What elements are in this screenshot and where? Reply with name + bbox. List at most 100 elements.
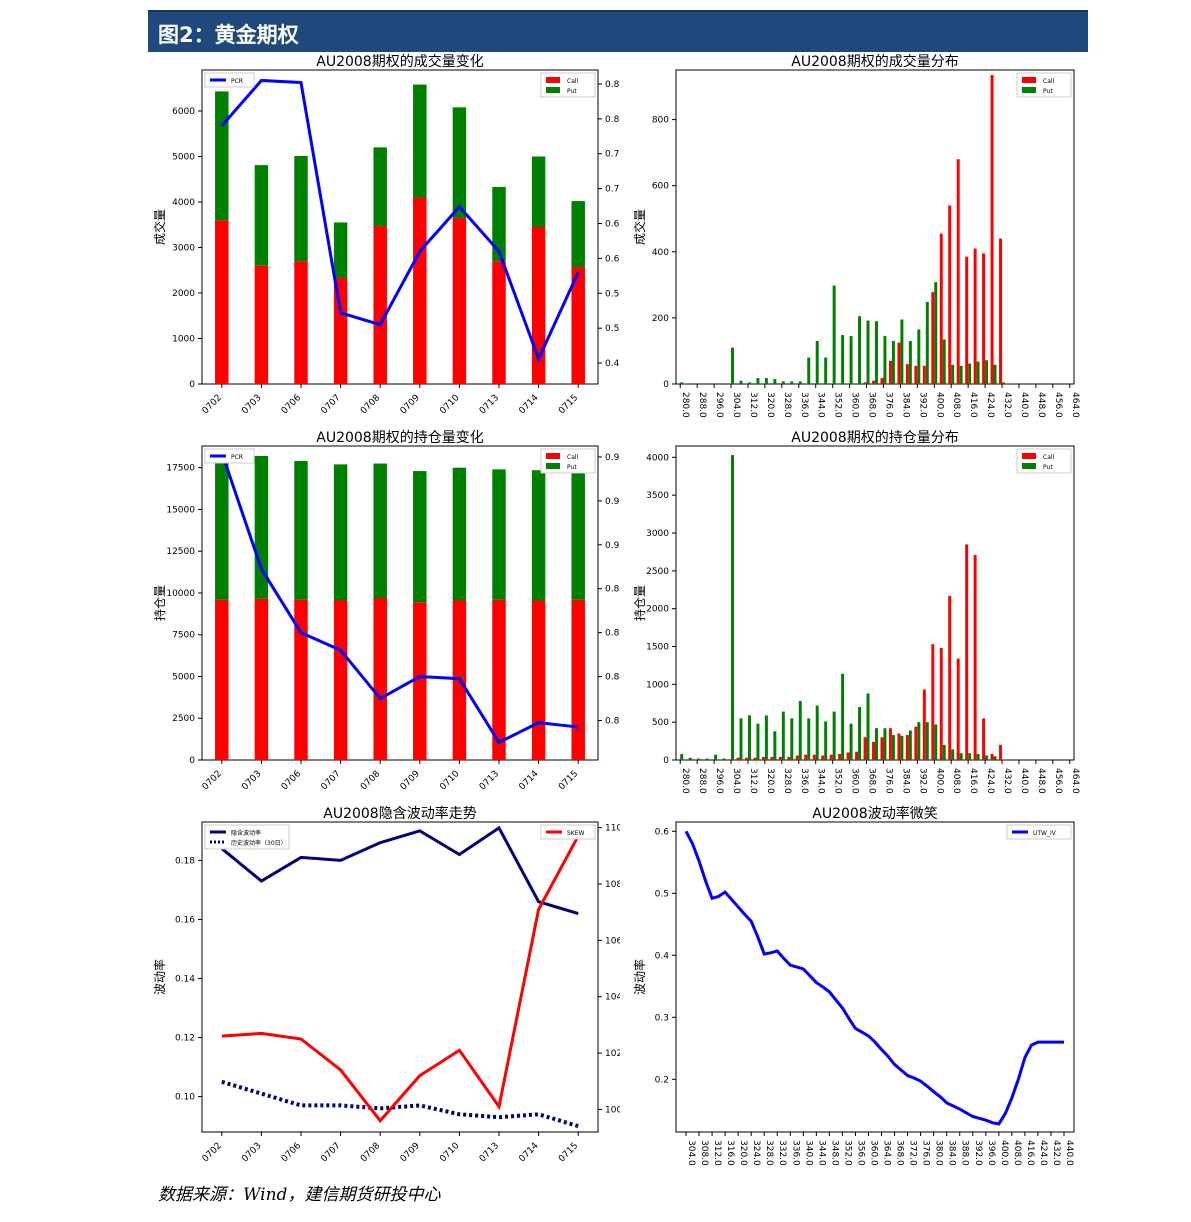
bar-put (883, 336, 887, 384)
x-tick-label: 360.0 (868, 1140, 878, 1166)
bar-call (905, 364, 909, 384)
y2-tick-label: 0.94 (605, 453, 620, 463)
x-tick-label: 440.0 (1019, 768, 1029, 794)
legend-label: Call (1043, 454, 1055, 461)
bar-put (731, 347, 735, 384)
bar-put (781, 711, 785, 760)
series-line (684, 830, 1064, 1126)
y-axis-label: 持仓量 (152, 585, 167, 621)
bar-call (333, 277, 348, 384)
bar-call (905, 735, 909, 760)
x-tick-label: 400.0 (934, 768, 944, 794)
x-tick-label: 364.0 (882, 1140, 892, 1166)
x-tick-label: 456.0 (1053, 768, 1063, 794)
bar-put (866, 693, 870, 760)
bar-put (731, 455, 735, 760)
x-tick-label: 280.0 (680, 768, 690, 794)
bar-call (880, 378, 884, 384)
x-tick-label: 360.0 (850, 768, 860, 794)
bar-call (812, 754, 816, 760)
bar-put (942, 744, 946, 760)
bar-put (756, 723, 760, 760)
legend-label: Call (567, 454, 579, 461)
bar-put (739, 380, 743, 384)
series-line-pcr (220, 78, 580, 363)
bar-put (917, 329, 921, 384)
y2-tick-label: 108 (605, 880, 620, 890)
y2-tick-label: 0.85 (605, 80, 620, 90)
bar-call (863, 737, 867, 760)
legend-swatch (1022, 453, 1036, 459)
data-source-note: 数据来源：Wind，建信期货研投中心 (158, 1185, 441, 1205)
x-tick-label: 0714 (517, 769, 540, 792)
x-tick-label: 416.0 (968, 392, 978, 418)
bar-call (373, 597, 387, 760)
bar-put (815, 341, 819, 384)
plot-frame (201, 445, 599, 761)
bar-put (571, 470, 585, 600)
bar-put (858, 316, 862, 384)
x-tick-label: 0709 (399, 769, 422, 792)
bar-call (254, 598, 269, 760)
bar-put (985, 755, 989, 760)
bar-put (798, 381, 802, 384)
y-tick-label: 3500 (646, 491, 669, 501)
bar-call (333, 600, 348, 760)
bar-call (254, 265, 269, 384)
legend-label: 历史波动率（30日） (231, 839, 287, 847)
legend-label: UTW_IV (1033, 830, 1057, 837)
bar-put (764, 715, 768, 760)
bar-call (778, 756, 782, 760)
x-tick-label: 352.0 (842, 1140, 852, 1166)
bar-call (914, 365, 918, 384)
y2-tick-label: 0.88 (605, 585, 620, 595)
x-tick-label: 0707 (319, 1141, 342, 1164)
bar-put (294, 156, 308, 262)
bar-put (959, 753, 963, 760)
x-tick-label: 352.0 (833, 392, 843, 418)
y2-tick-label: 0.65 (605, 220, 620, 230)
y-axis-label: 持仓量 (632, 585, 647, 621)
bar-put (824, 357, 828, 384)
x-tick-label: 400.0 (999, 1140, 1009, 1166)
x-tick-label: 360.0 (850, 392, 860, 418)
bar-put (891, 341, 895, 384)
legend-swatch (1022, 87, 1036, 93)
y-tick-label: 10000 (166, 589, 195, 599)
legend-label: Call (567, 78, 579, 85)
bar-put (925, 302, 929, 384)
chart-open-interest-change: AU2008期权的持仓量变化 0 2500 5000 7500 10000 12500 150… (152, 430, 620, 792)
bar-put (807, 357, 811, 384)
bar-put (976, 361, 980, 384)
bar-call (829, 754, 833, 760)
x-tick-label: 392.0 (917, 392, 927, 418)
bar-put (413, 84, 427, 198)
y-tick-label: 0.10 (175, 1093, 195, 1103)
x-tick-label: 0710 (438, 393, 461, 416)
x-tick-label: 344.0 (816, 1140, 826, 1166)
bar-call (795, 755, 799, 760)
bar-put (747, 715, 751, 760)
chart-volume-distribution: AU2008期权的成交量分布 0 200 400 600 800 成交量 280.0 288.0… (632, 53, 1080, 418)
x-tick-label: 280.0 (680, 392, 690, 418)
x-tick-label: 464.0 (1070, 768, 1080, 794)
bar-put (934, 724, 938, 760)
x-tick-label: 416.0 (968, 768, 978, 794)
chart-volume-change: AU2008期权的成交量变化 0 1000 2000 3000 4000 5000 6000 成… (152, 53, 620, 416)
y-tick-label: 6000 (172, 107, 195, 117)
x-tick-label: 0714 (517, 1141, 540, 1164)
bar-put (492, 469, 506, 600)
bar-put (832, 711, 836, 760)
x-tick-label: 392.0 (973, 1140, 983, 1166)
x-tick-label: 0708 (359, 769, 382, 792)
bar-call (492, 261, 506, 384)
bar-put (697, 758, 701, 760)
y2-tick-label: 0.86 (605, 629, 620, 639)
x-tick-label: 432.0 (1002, 392, 1012, 418)
x-tick-label: 0713 (478, 769, 501, 792)
y-tick-label: 5000 (172, 672, 195, 682)
chart-title: AU2008期权的成交量分布 (791, 53, 958, 70)
x-tick-label: 312.0 (748, 768, 758, 794)
y-tick-label: 400 (652, 248, 669, 258)
bar-call (956, 159, 960, 384)
